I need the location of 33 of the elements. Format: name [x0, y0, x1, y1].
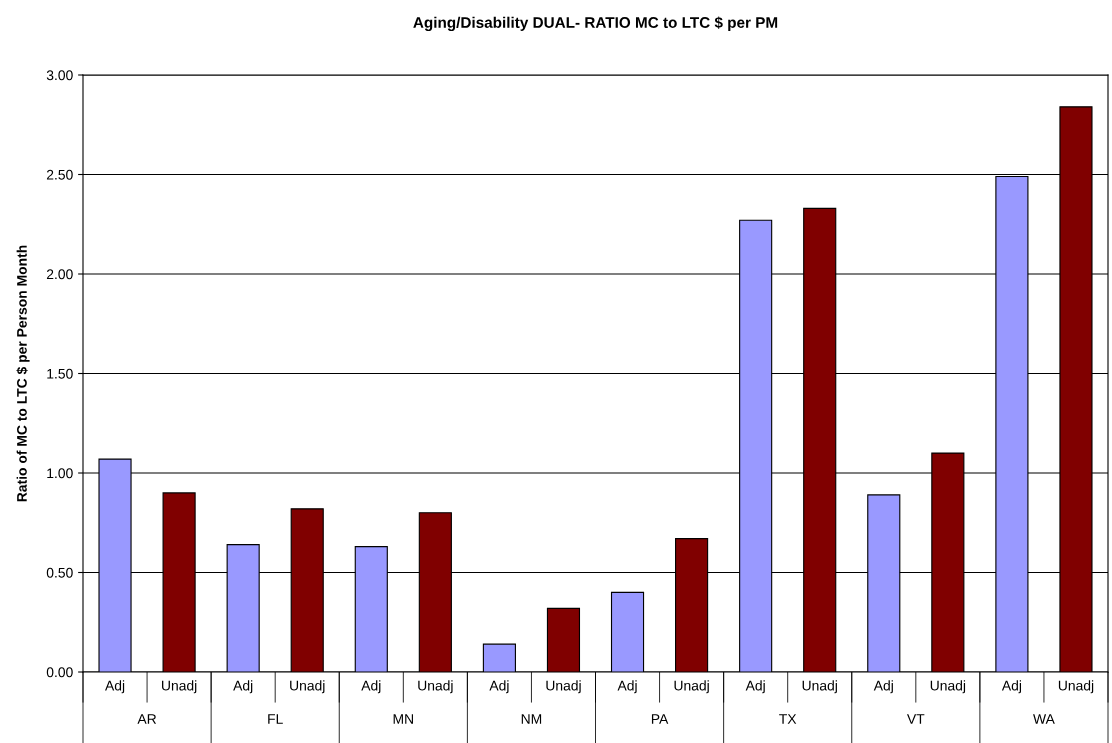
x-tick-label: Adj — [233, 680, 253, 694]
y-axis-title: Ratio of MC to LTC $ per Person Month — [16, 245, 30, 502]
x-tick-label: Adj — [1001, 680, 1022, 694]
x-tick-label: Unadj — [802, 680, 837, 694]
x-tick-label: Adj — [105, 680, 125, 694]
y-tick-label: 3.00 — [46, 70, 73, 81]
text: FL — [268, 714, 283, 724]
y-tick-label: 1.00 — [47, 468, 73, 479]
x-tick-label: Adj — [617, 680, 637, 694]
y-tick-label: 0.50 — [46, 567, 73, 578]
x-tick-label: Unadj — [290, 680, 325, 694]
x-tick-label: Unadj — [1058, 680, 1094, 694]
text: WA — [1033, 714, 1055, 724]
x-tick-label: Unadj — [418, 680, 453, 694]
x-tick-label: Adj — [489, 680, 509, 694]
x-tick-label: Adj — [745, 680, 765, 694]
x-tick-label: Unadj — [546, 680, 581, 694]
x-tick-label: Unadj — [162, 680, 197, 694]
x-tick-label: Adj — [873, 680, 893, 694]
chart-title: Aging/Disability DUAL- RATIO MC to LTC $ per PM — [413, 16, 778, 32]
text: MN — [393, 714, 413, 724]
y-tick-label: 2.50 — [46, 169, 73, 180]
y-tick-label: 0.00 — [46, 667, 73, 678]
text: VT — [907, 714, 925, 724]
y-tick-label: 2.00 — [46, 269, 73, 280]
text: TX — [779, 714, 797, 724]
y-tick-label: 1.50 — [47, 368, 73, 379]
x-tick-label: Unadj — [930, 680, 966, 694]
x-tick-label: Unadj — [674, 680, 709, 694]
text: NM — [521, 714, 542, 724]
text: AR — [137, 714, 157, 724]
x-tick-label: Adj — [361, 680, 381, 694]
text: PA — [651, 714, 669, 724]
